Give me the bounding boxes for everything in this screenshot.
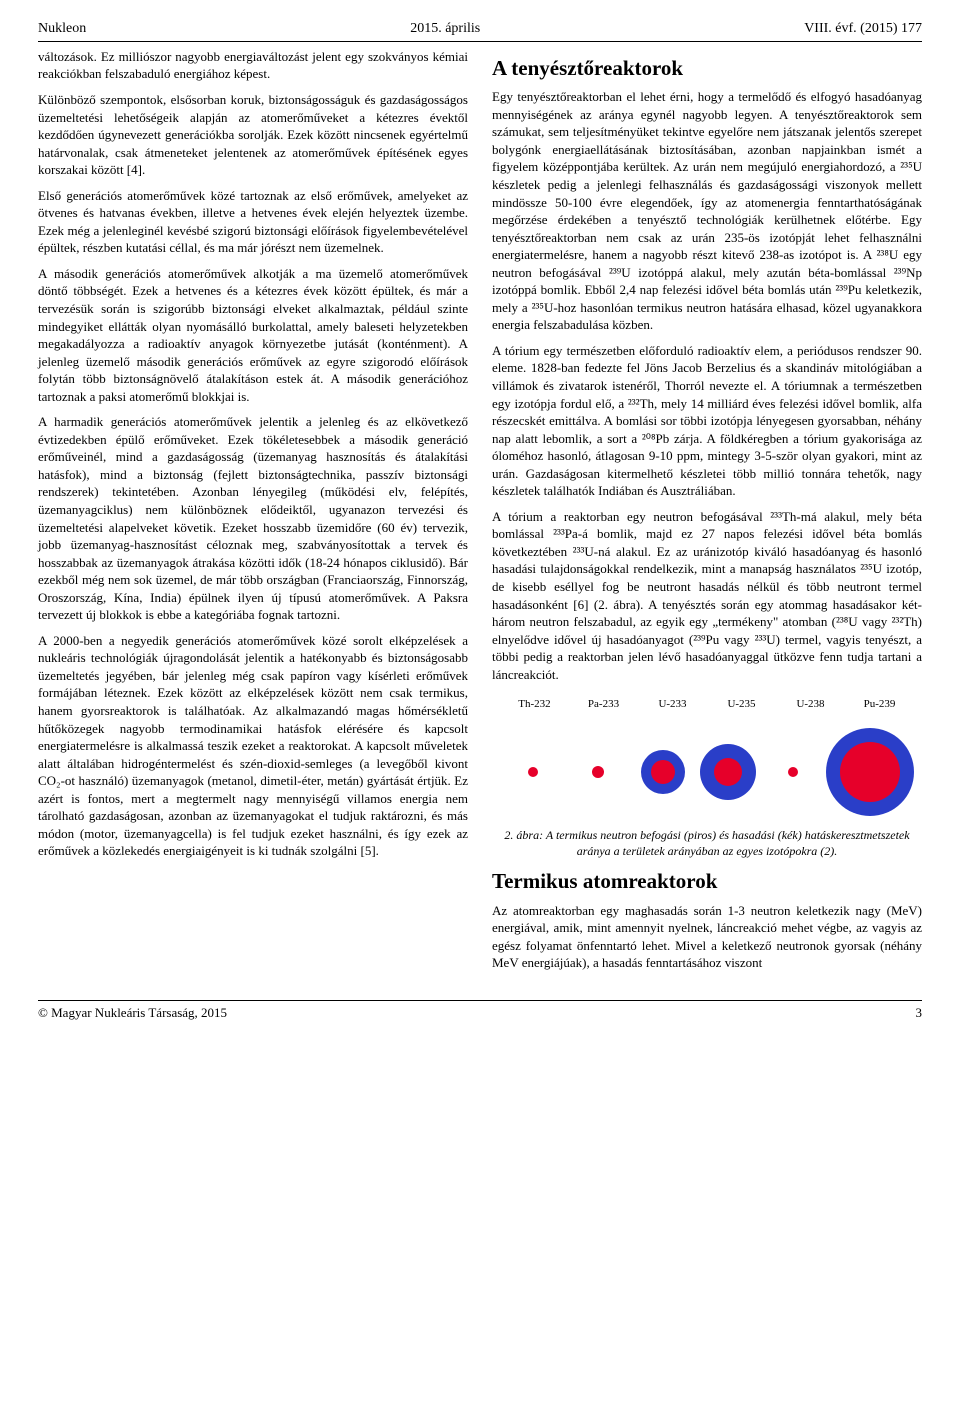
figure-2: Th-232 Pa-233 U-233 U-235 U-238 Pu-239 2… [492, 693, 922, 859]
isotope-slot [761, 767, 826, 777]
para: Különböző szempontok, elsősorban koruk, … [38, 91, 468, 179]
iso-label: Pu-239 [845, 697, 914, 712]
cross-section-icon [700, 744, 756, 800]
para: változások. Ez milliószor nagyobb energi… [38, 48, 468, 83]
isotope-slot [696, 744, 761, 800]
para: Az atomreaktorban egy maghasadás során 1… [492, 902, 922, 972]
isotope-slot [565, 766, 630, 778]
para: A tórium a reaktorban egy neutron befogá… [492, 508, 922, 683]
isotope-slot [500, 767, 565, 777]
isotope-labels: Th-232 Pa-233 U-233 U-235 U-238 Pu-239 [492, 693, 922, 716]
iso-label: U-238 [776, 697, 845, 712]
footer-copyright: © Magyar Nukleáris Társaság, 2015 [38, 1004, 227, 1022]
section-heading-thermal: Termikus atomreaktorok [492, 867, 922, 895]
isotope-circles [492, 722, 922, 822]
section-heading-breeder: A tenyésztőreaktorok [492, 54, 922, 82]
para: A 2000-ben a negyedik generációs atomerő… [38, 632, 468, 860]
para: A második generációs atomerőművek alkotj… [38, 265, 468, 405]
iso-label: U-235 [707, 697, 776, 712]
content-columns: változások. Ez milliószor nagyobb energi… [38, 48, 922, 980]
isotope-slot [630, 750, 695, 794]
isotope-slot [826, 728, 914, 816]
page-footer: © Magyar Nukleáris Társaság, 2015 3 [38, 1000, 922, 1022]
para: A tórium egy természetben előforduló rad… [492, 342, 922, 500]
iso-label: Th-232 [500, 697, 569, 712]
header-journal: Nukleon [38, 20, 86, 39]
cross-section-icon [528, 767, 538, 777]
para: A harmadik generációs atomerőművek jelen… [38, 413, 468, 624]
left-column: változások. Ez milliószor nagyobb energi… [38, 48, 468, 980]
iso-label: U-233 [638, 697, 707, 712]
footer-page-number: 3 [916, 1004, 923, 1022]
iso-label: Pa-233 [569, 697, 638, 712]
cross-section-icon [788, 767, 798, 777]
para: Egy tenyésztőreaktorban el lehet érni, h… [492, 88, 922, 334]
page-header: Nukleon 2015. április VIII. évf. (2015) … [38, 20, 922, 42]
header-date: 2015. április [410, 20, 480, 39]
right-column: A tenyésztőreaktorok Egy tenyésztőreakto… [492, 48, 922, 980]
header-issue: VIII. évf. (2015) 177 [804, 20, 922, 39]
cross-section-icon [641, 750, 685, 794]
figure-caption: 2. ábra: A termikus neutron befogási (pi… [492, 828, 922, 859]
cross-section-icon [592, 766, 604, 778]
cross-section-icon [826, 728, 914, 816]
para: Első generációs atomerőművek közé tartoz… [38, 187, 468, 257]
